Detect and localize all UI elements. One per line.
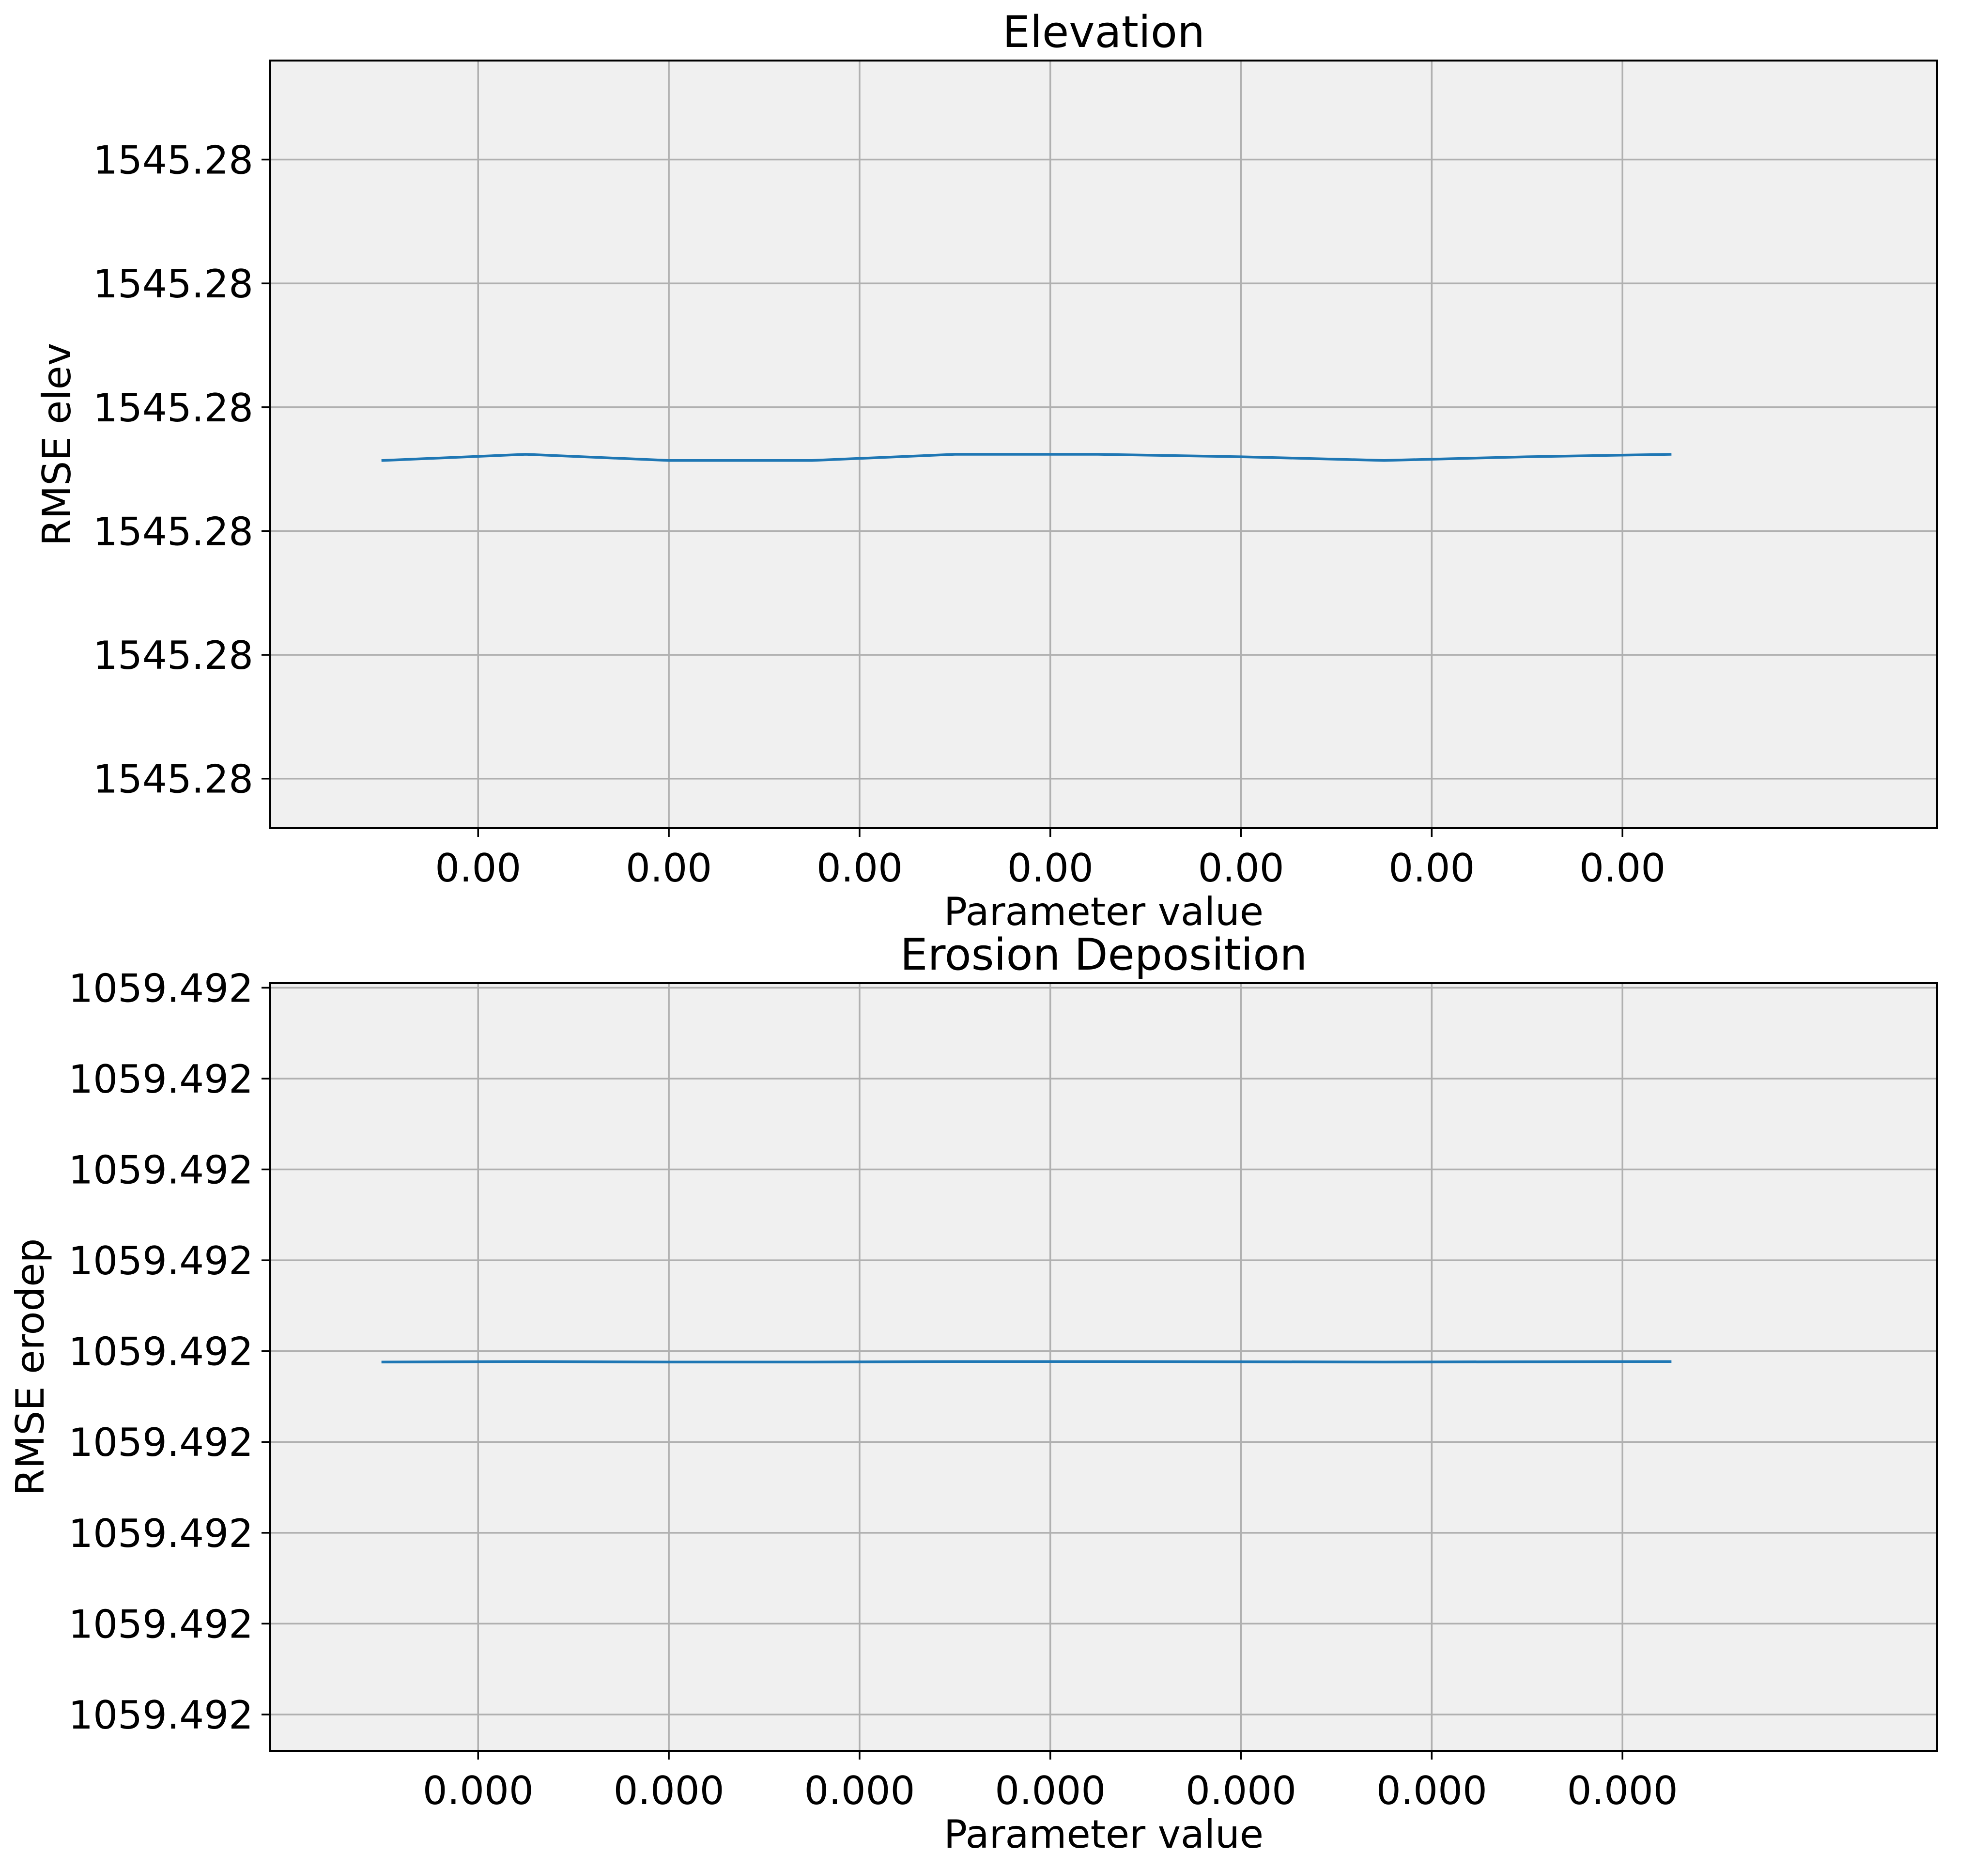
y-tick-label: 1059.492: [68, 1693, 253, 1738]
y-tick-label: 1545.28: [93, 633, 253, 678]
y-tick-label: 1059.492: [68, 1602, 253, 1647]
y-tick-label: 1059.492: [68, 1420, 253, 1465]
plot-frame: [269, 60, 1938, 829]
x-tick-label: 0.00: [1198, 846, 1284, 891]
plot-background: [270, 61, 1937, 828]
x-tick-label: 0.00: [817, 846, 903, 891]
y-tick-label: 1545.28: [93, 757, 253, 802]
y-axis-label: RMSE elev: [34, 343, 79, 546]
y-axis-label: RMSE erodep: [8, 1238, 53, 1496]
x-axis-label: Parameter value: [944, 1812, 1264, 1854]
x-tick-label: 0.00: [435, 846, 521, 891]
x-tick-label: 0.000: [1186, 1768, 1296, 1813]
x-tick-label: 0.00: [1007, 846, 1094, 891]
y-tick-label: 1059.492: [68, 1057, 253, 1102]
series-line-1: [381, 453, 1672, 462]
x-axis-label: Parameter value: [944, 889, 1264, 934]
y-tick-label: 1059.492: [68, 1329, 253, 1375]
y-tick-label: 1545.28: [93, 138, 253, 183]
plot-frame: [269, 982, 1938, 1752]
y-tick-label: 1059.492: [68, 1238, 253, 1283]
x-tick-label: 0.00: [626, 846, 712, 891]
chart-title: Erosion Deposition: [900, 929, 1308, 980]
chart-title: Elevation: [1002, 7, 1205, 58]
y-tick-label: 1545.28: [93, 386, 253, 431]
y-tick-label: 1059.492: [68, 1148, 253, 1193]
chart-panel-2: 0.000 0.000 0.000 0.000 0.000 0.000 0.000 1059.…: [8, 929, 1938, 1854]
y-tick-label: 1545.28: [93, 509, 253, 554]
y-tick-label: 1545.28: [93, 262, 253, 307]
x-tick-label: 0.000: [423, 1768, 534, 1813]
x-tick-label: 0.000: [614, 1768, 724, 1813]
x-tick-label: 0.00: [1579, 846, 1665, 891]
x-tick-label: 0.000: [1567, 1768, 1678, 1813]
plot-background: [270, 983, 1937, 1751]
y-tick-label: 1059.492: [68, 966, 253, 1011]
x-tick-label: 0.000: [1376, 1768, 1487, 1813]
series-line-1: [381, 1360, 1672, 1363]
x-tick-label: 0.00: [1388, 846, 1475, 891]
chart-panel-1: 0.00 0.00 0.00 0.00 0.00 0.00 0.00 1545.28 1545.…: [34, 7, 1938, 934]
x-tick-label: 0.000: [995, 1768, 1106, 1813]
x-tick-label: 0.000: [804, 1768, 915, 1813]
y-tick-label: 1059.492: [68, 1511, 253, 1556]
